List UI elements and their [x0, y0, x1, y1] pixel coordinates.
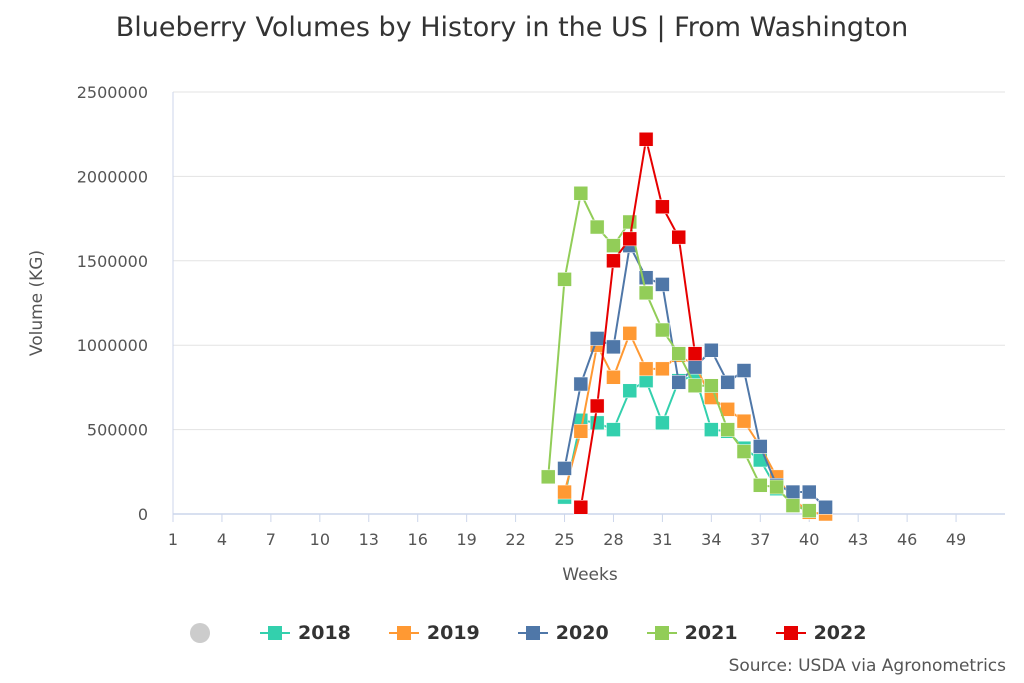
data-point-2021 — [540, 469, 556, 485]
legend-item-2018[interactable]: 2018 — [260, 622, 351, 644]
legend-symbol-icon — [260, 626, 290, 640]
legend-label: 2020 — [555, 622, 609, 644]
x-tick-label: 13 — [359, 530, 379, 549]
data-point-2019 — [557, 484, 572, 500]
y-tick-label: 500000 — [87, 421, 148, 440]
data-point-2020 — [606, 339, 621, 355]
data-point-2021 — [801, 503, 817, 518]
data-point-2021 — [655, 322, 670, 338]
x-tick-label: 25 — [554, 530, 574, 549]
x-tick-label: 22 — [505, 530, 525, 549]
legend-label: 2021 — [684, 622, 738, 644]
legend-symbol-icon — [517, 626, 548, 640]
data-point-2019 — [655, 361, 670, 377]
data-point-2019 — [606, 370, 621, 385]
data-point-2021 — [671, 346, 686, 361]
data-point-2021 — [589, 219, 605, 235]
chart-title: Blueberry Volumes by History in the US |… — [115, 12, 909, 43]
data-point-2021 — [687, 378, 703, 393]
x-tick-label: 1 — [168, 530, 178, 549]
legend-item-2021[interactable]: 2021 — [646, 622, 738, 644]
legend-label: 2022 — [813, 622, 867, 644]
x-tick-label: 10 — [310, 530, 330, 549]
data-point-2022 — [671, 229, 686, 245]
data-point-2018 — [589, 415, 605, 431]
data-point-2021 — [557, 272, 572, 287]
x-tick-label: 49 — [946, 530, 966, 549]
data-point-2022 — [573, 499, 589, 515]
data-point-2021 — [720, 422, 735, 437]
x-tick-label: 4 — [217, 530, 227, 549]
data-point-2021 — [606, 238, 621, 253]
y-tick-label: 2500000 — [77, 83, 148, 102]
legend: 2018 2019 2020 2021 2022 — [190, 622, 904, 644]
data-point-2022 — [606, 253, 621, 269]
legend-symbol-icon — [646, 626, 677, 640]
series-line-2018 — [563, 374, 810, 512]
x-tick-label: 31 — [652, 530, 672, 549]
x-tick-label: 16 — [408, 530, 428, 549]
x-tick-label: 7 — [266, 530, 276, 549]
data-point-2020 — [589, 331, 605, 346]
data-point-2022 — [655, 199, 670, 215]
data-point-2018 — [704, 422, 719, 437]
legend-symbol-icon — [388, 626, 419, 640]
data-point-2020 — [785, 484, 801, 500]
data-point-2021 — [736, 444, 752, 459]
data-point-2021 — [638, 285, 654, 301]
data-point-2021 — [704, 378, 719, 393]
data-point-2020 — [720, 375, 735, 390]
legend-label: 2019 — [426, 622, 480, 644]
y-tick-label: 2000000 — [77, 167, 148, 186]
data-point-2019 — [736, 413, 752, 429]
data-point-2020 — [671, 375, 686, 390]
x-tick-label: 43 — [848, 530, 868, 549]
data-point-2019 — [638, 361, 654, 377]
data-point-2020 — [573, 376, 589, 392]
x-tick-label: 34 — [701, 530, 721, 549]
y-tick-label: 1500000 — [77, 252, 148, 271]
x-tick-label: 40 — [799, 530, 819, 549]
data-point-2020 — [736, 363, 752, 378]
legend-item-2020[interactable]: 2020 — [517, 622, 609, 644]
data-point-2021 — [769, 479, 784, 495]
data-point-2021 — [622, 214, 638, 230]
data-point-2022 — [589, 398, 605, 414]
data-point-2020 — [704, 343, 719, 358]
data-point-2022 — [687, 346, 703, 361]
series-line-2022 — [579, 139, 697, 508]
data-point-2022 — [622, 231, 638, 247]
data-point-2021 — [573, 186, 589, 201]
source-note: Source: USDA via Agronometrics — [728, 656, 1006, 676]
data-point-2022 — [638, 132, 654, 147]
x-tick-label: 28 — [603, 530, 623, 549]
data-point-2018 — [606, 422, 621, 437]
data-point-2021 — [753, 478, 768, 493]
y-axis-title: Volume (KG) — [27, 250, 47, 356]
y-tick-label: 0 — [138, 505, 148, 524]
data-point-2019 — [622, 326, 638, 341]
x-axis-title: Weeks — [562, 565, 618, 585]
data-point-2018 — [622, 383, 638, 399]
y-tick-label: 1000000 — [77, 336, 148, 355]
data-point-2019 — [573, 424, 589, 439]
data-point-2020 — [818, 499, 833, 515]
data-point-2020 — [557, 461, 572, 476]
x-tick-label: 19 — [456, 530, 476, 549]
legend-label: 2018 — [298, 622, 351, 644]
x-tick-label: 37 — [750, 530, 770, 549]
data-point-2020 — [801, 484, 817, 500]
x-tick-label: 46 — [897, 530, 917, 549]
legend-symbol-icon — [775, 626, 806, 640]
data-point-2020 — [655, 277, 670, 292]
legend-toggle-dot[interactable] — [190, 623, 210, 643]
legend-item-2022[interactable]: 2022 — [775, 622, 867, 644]
data-point-2021 — [785, 498, 801, 513]
data-point-2020 — [687, 359, 703, 375]
data-point-2018 — [655, 415, 670, 431]
legend-item-2019[interactable]: 2019 — [388, 622, 480, 644]
data-point-2020 — [753, 439, 768, 454]
